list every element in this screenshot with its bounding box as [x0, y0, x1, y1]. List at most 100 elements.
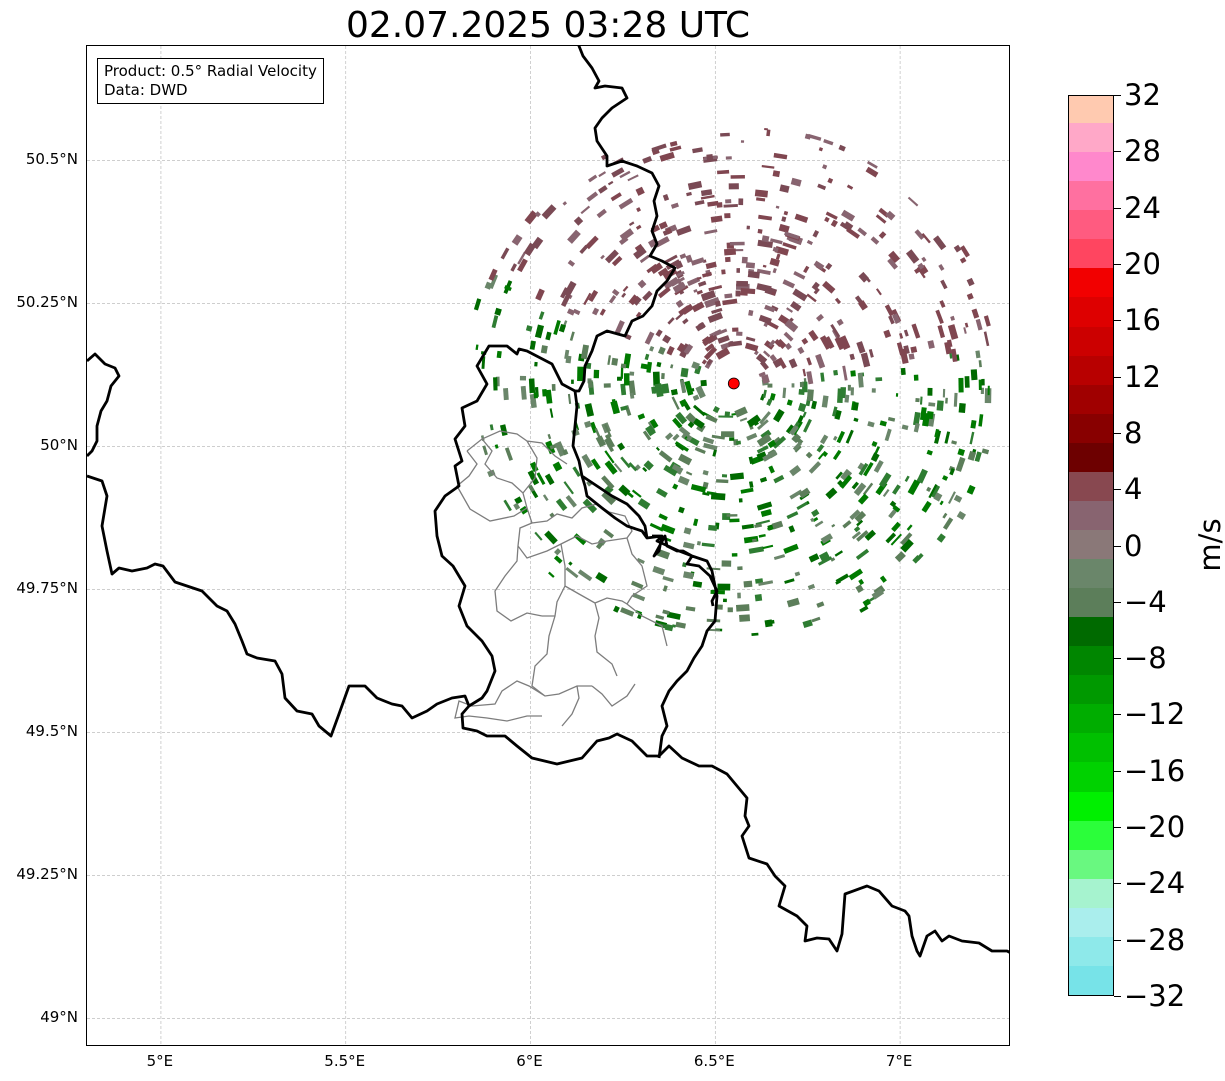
velocity-echo	[726, 514, 738, 517]
velocity-echo	[957, 448, 965, 456]
velocity-echo	[762, 449, 778, 462]
velocity-colorbar	[1068, 95, 1114, 996]
velocity-echo	[812, 230, 820, 238]
velocity-echo	[571, 379, 574, 384]
colorbar-tick-label: 8	[1124, 415, 1143, 450]
lat-tick-label: 49.75°N	[16, 579, 78, 598]
velocity-echo	[888, 315, 895, 325]
velocity-echo	[838, 144, 846, 152]
colorbar-tick-label: 4	[1124, 472, 1143, 507]
velocity-echo	[820, 533, 833, 544]
velocity-echo	[517, 251, 527, 265]
velocity-echo	[611, 288, 620, 297]
velocity-echo	[675, 299, 684, 308]
colorbar-tick-label: −8	[1124, 641, 1167, 676]
velocity-echo	[974, 451, 982, 463]
velocity-echo	[959, 257, 967, 264]
velocity-echo	[620, 363, 627, 369]
colorbar-segment	[1069, 180, 1113, 211]
lon-tick-label: 5.5°E	[324, 1052, 366, 1070]
velocity-echo	[635, 224, 642, 230]
velocity-echo	[618, 484, 631, 497]
velocity-echo	[678, 305, 690, 315]
velocity-echo	[748, 309, 754, 317]
velocity-echo	[767, 526, 775, 531]
velocity-echo	[856, 530, 869, 542]
velocity-echo	[565, 495, 577, 508]
velocity-echo	[696, 276, 702, 281]
velocity-echo	[711, 307, 723, 315]
velocity-echo	[778, 223, 790, 233]
colorbar-segment	[1069, 209, 1113, 240]
velocity-echo	[832, 435, 838, 441]
velocity-echo	[669, 145, 682, 152]
colorbar-tick	[1114, 320, 1121, 322]
velocity-echo	[857, 493, 869, 505]
velocity-echo	[696, 541, 701, 546]
velocity-echo	[701, 542, 715, 548]
velocity-echo	[704, 229, 718, 235]
velocity-echo	[678, 506, 685, 514]
velocity-echo	[675, 621, 686, 629]
velocity-echo	[751, 632, 759, 637]
velocity-echo	[736, 331, 743, 336]
velocity-echo	[903, 329, 909, 337]
velocity-echo	[983, 315, 991, 327]
velocity-echo	[725, 199, 732, 204]
velocity-echo	[806, 357, 812, 366]
velocity-echo	[835, 579, 841, 585]
velocity-echo	[664, 432, 674, 441]
lon-tick-label: 6°E	[516, 1052, 543, 1070]
velocity-echo	[885, 212, 890, 217]
velocity-echo	[702, 491, 710, 496]
velocity-echo	[783, 210, 789, 216]
colorbar-segment	[1069, 471, 1113, 501]
velocity-echo	[764, 619, 773, 628]
velocity-echo	[687, 421, 695, 429]
velocity-echo	[754, 523, 762, 529]
velocity-echo	[890, 533, 902, 546]
velocity-echo	[865, 166, 879, 178]
velocity-echo	[811, 281, 820, 291]
velocity-echo	[960, 245, 970, 258]
velocity-echo	[700, 290, 716, 302]
colorbar-segment	[1069, 558, 1113, 589]
velocity-echo	[868, 349, 874, 358]
velocity-echo	[544, 473, 555, 486]
velocity-echo	[888, 508, 898, 519]
velocity-echo	[734, 406, 748, 418]
velocity-echo	[836, 318, 844, 326]
velocity-echo	[847, 384, 851, 391]
velocity-echo	[702, 335, 715, 347]
velocity-echo	[685, 606, 696, 612]
velocity-echo	[781, 216, 787, 222]
velocity-echo	[604, 438, 615, 453]
velocity-echo	[758, 580, 774, 586]
velocity-echo	[772, 170, 781, 178]
velocity-echo	[577, 569, 593, 582]
velocity-echo	[842, 520, 852, 529]
velocity-echo	[900, 532, 913, 546]
velocity-echo	[756, 283, 772, 293]
velocity-echo	[672, 483, 679, 490]
velocity-echo	[736, 280, 748, 287]
velocity-echo	[671, 624, 676, 628]
lat-tick-label: 50.5°N	[25, 150, 78, 169]
country-border	[433, 344, 659, 766]
velocity-echo	[717, 583, 731, 591]
velocity-echo	[651, 143, 667, 152]
velocity-echo	[622, 285, 629, 292]
velocity-echo	[763, 350, 771, 358]
velocity-echo	[596, 208, 607, 219]
velocity-echo	[594, 427, 601, 438]
colorbar-segment	[1069, 151, 1113, 182]
velocity-echo	[792, 288, 808, 302]
velocity-echo	[650, 262, 663, 274]
velocity-echo	[676, 342, 686, 353]
velocity-echo	[672, 281, 687, 294]
velocity-echo	[590, 458, 601, 470]
velocity-echo	[710, 492, 726, 501]
country-border	[87, 352, 121, 457]
lon-tick-label: 5°E	[146, 1052, 174, 1070]
velocity-echo	[808, 329, 819, 342]
